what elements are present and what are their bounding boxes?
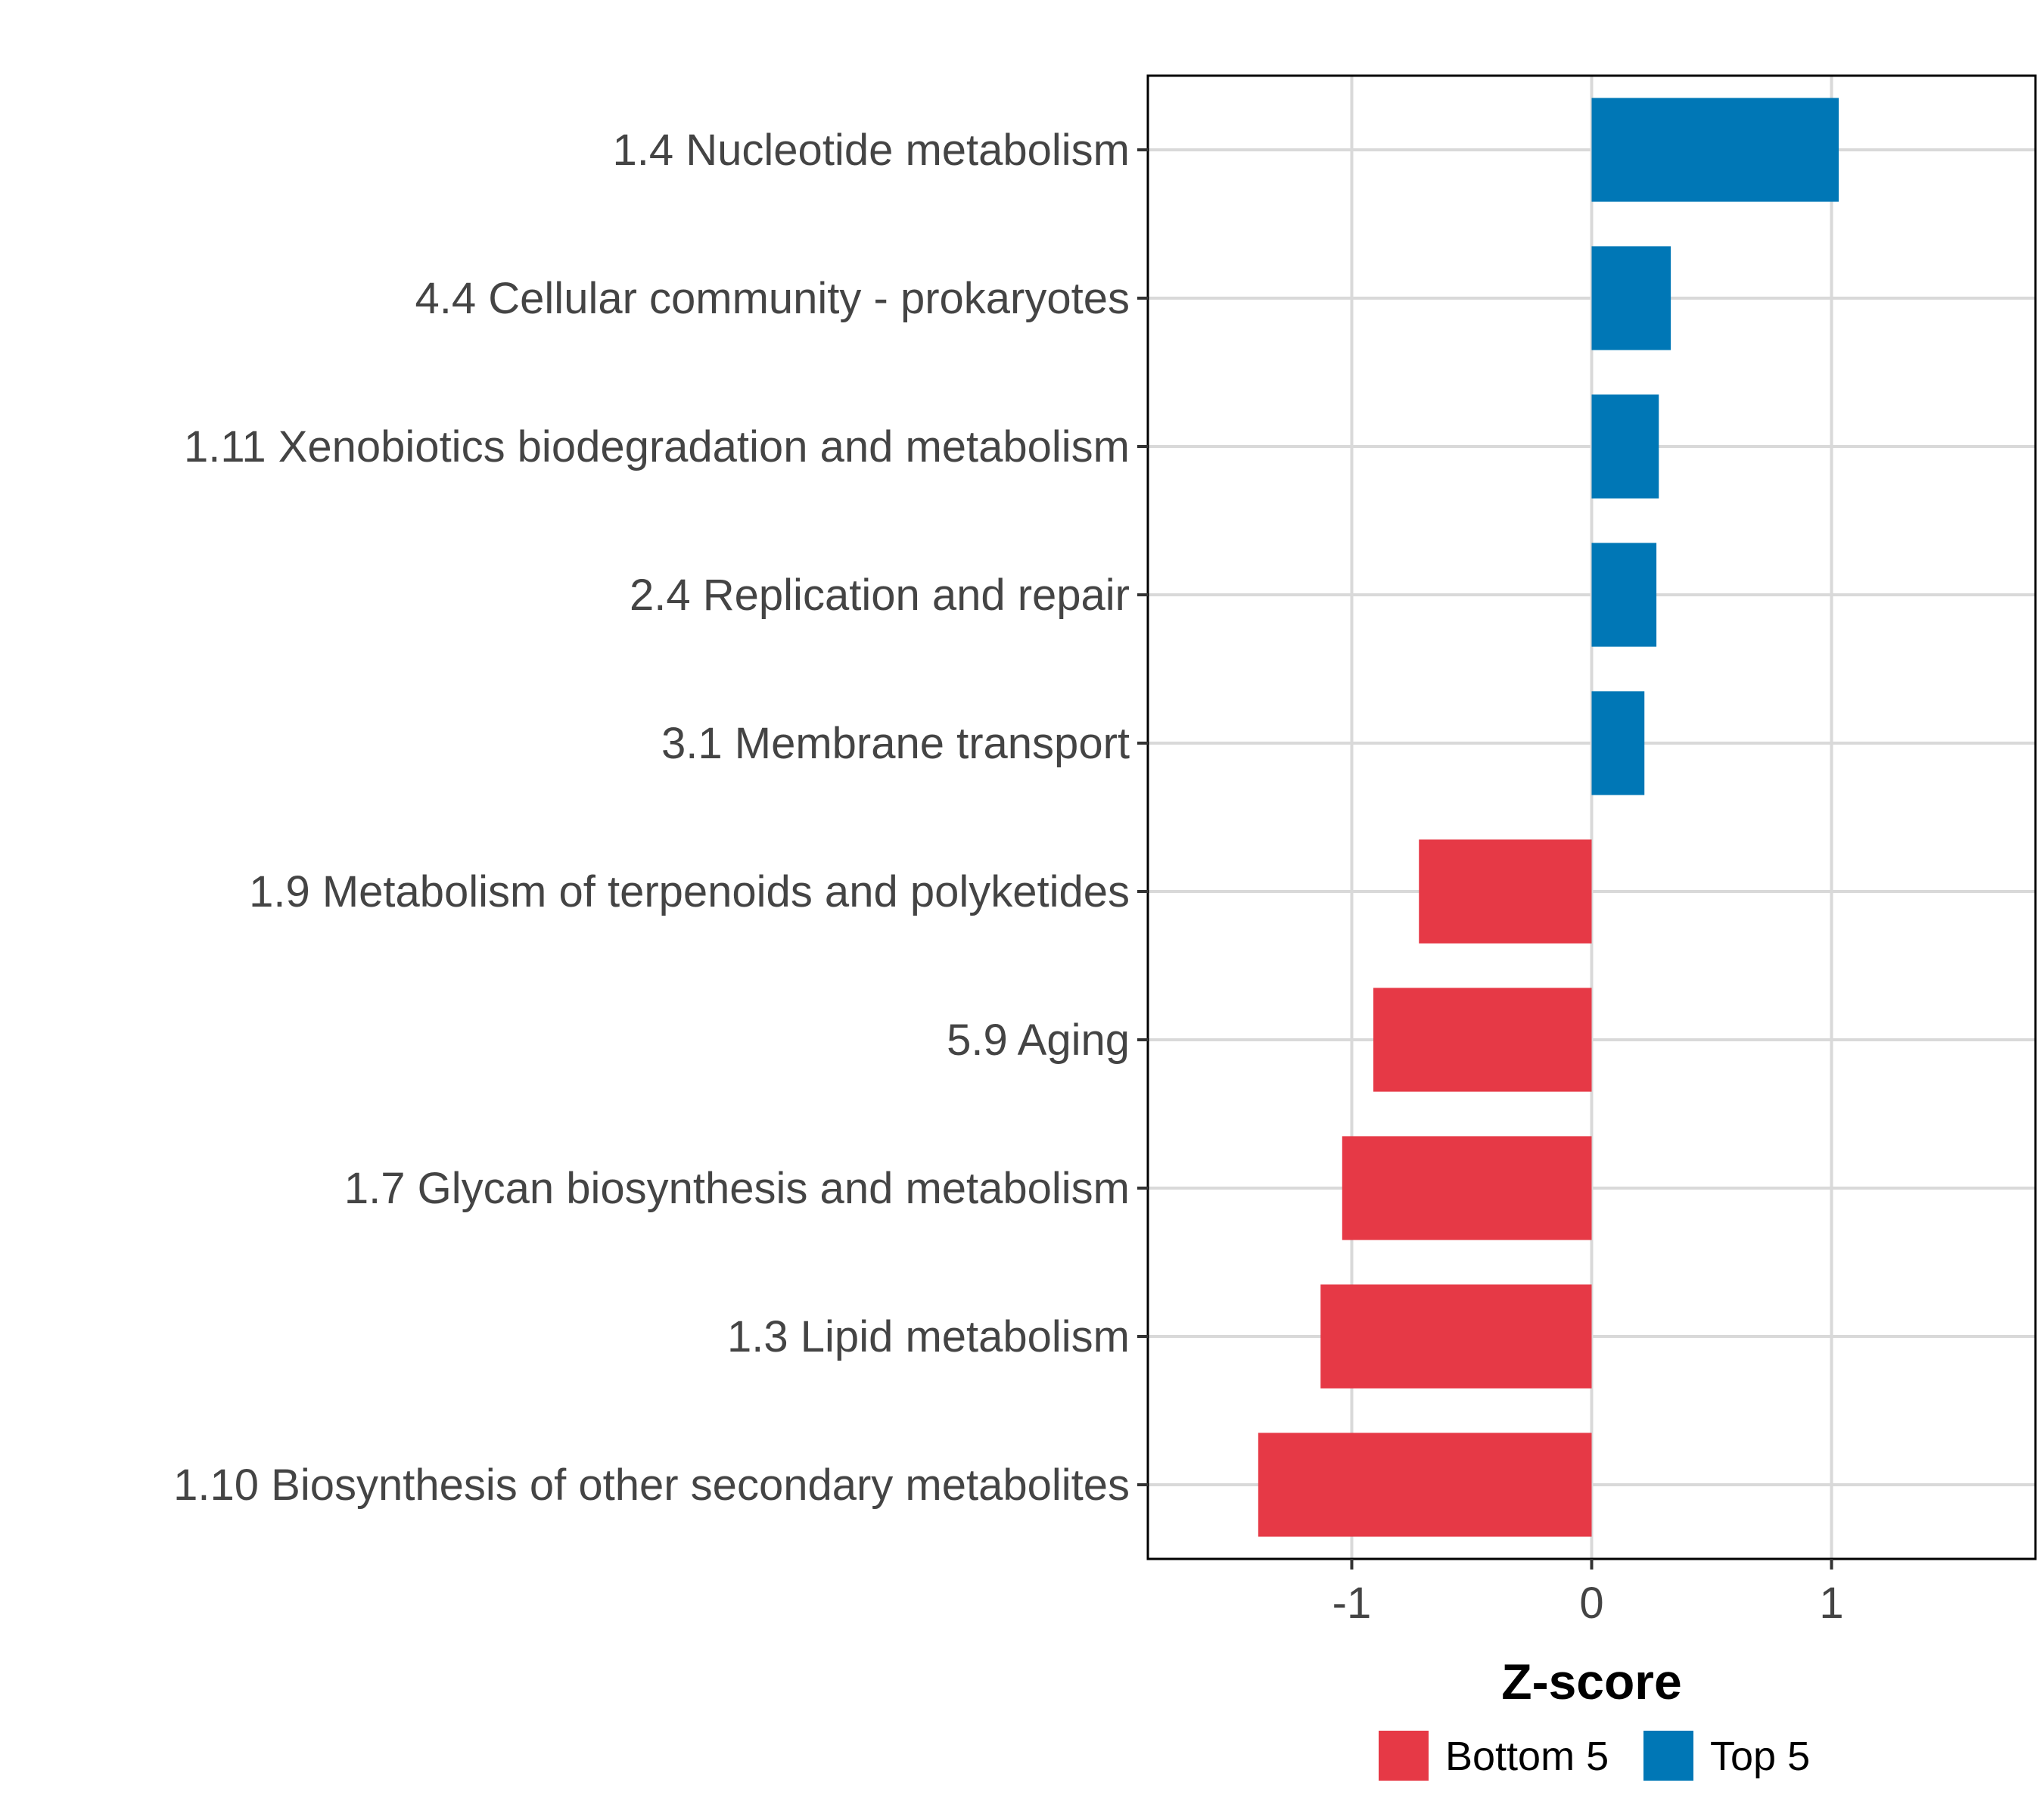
y-tick-label: 1.11 Xenobiotics biodegradation and meta… — [184, 422, 1130, 471]
legend: Bottom 5 Top 5 — [1379, 1731, 1810, 1781]
y-tick-label: 1.10 Biosynthesis of other secondary met… — [173, 1461, 1130, 1510]
bar-10 — [1258, 1433, 1592, 1537]
legend-swatch — [1379, 1731, 1429, 1781]
x-axis: -1 0 1 — [1332, 1559, 1844, 1628]
y-axis: 1.4 Nucleotide metabolism 4.4 Cellular co… — [173, 126, 1148, 1510]
bar-7 — [1373, 988, 1592, 1092]
bar-3 — [1591, 394, 1659, 499]
bar-5 — [1591, 691, 1645, 795]
y-tick-label: 3.1 Membrane transport — [661, 719, 1130, 768]
bar-6 — [1419, 839, 1592, 944]
x-tick-label: 1 — [1819, 1579, 1843, 1628]
bar-1 — [1591, 98, 1839, 202]
y-tick-label: 5.9 Aging — [947, 1016, 1130, 1065]
legend-label: Top 5 — [1710, 1734, 1810, 1779]
x-axis-title: Z-score — [1501, 1654, 1681, 1710]
bar-layer — [1258, 98, 1839, 1537]
legend-label: Bottom 5 — [1445, 1734, 1609, 1779]
bar-8 — [1342, 1136, 1592, 1240]
x-tick-label: 0 — [1579, 1579, 1603, 1628]
bar-4 — [1591, 543, 1657, 647]
bar-2 — [1591, 246, 1671, 350]
x-tick-label: -1 — [1332, 1579, 1372, 1628]
y-tick-label: 1.9 Metabolism of terpenoids and polyket… — [249, 867, 1130, 916]
y-tick-label: 1.4 Nucleotide metabolism — [613, 126, 1130, 175]
y-tick-label: 1.7 Glycan biosynthesis and metabolism — [344, 1164, 1130, 1213]
legend-swatch — [1643, 1731, 1693, 1781]
y-tick-label: 2.4 Replication and repair — [630, 571, 1130, 620]
y-tick-label: 1.3 Lipid metabolism — [727, 1312, 1130, 1361]
y-tick-label: 4.4 Cellular community - prokaryotes — [415, 274, 1130, 323]
bar-9 — [1320, 1284, 1592, 1389]
